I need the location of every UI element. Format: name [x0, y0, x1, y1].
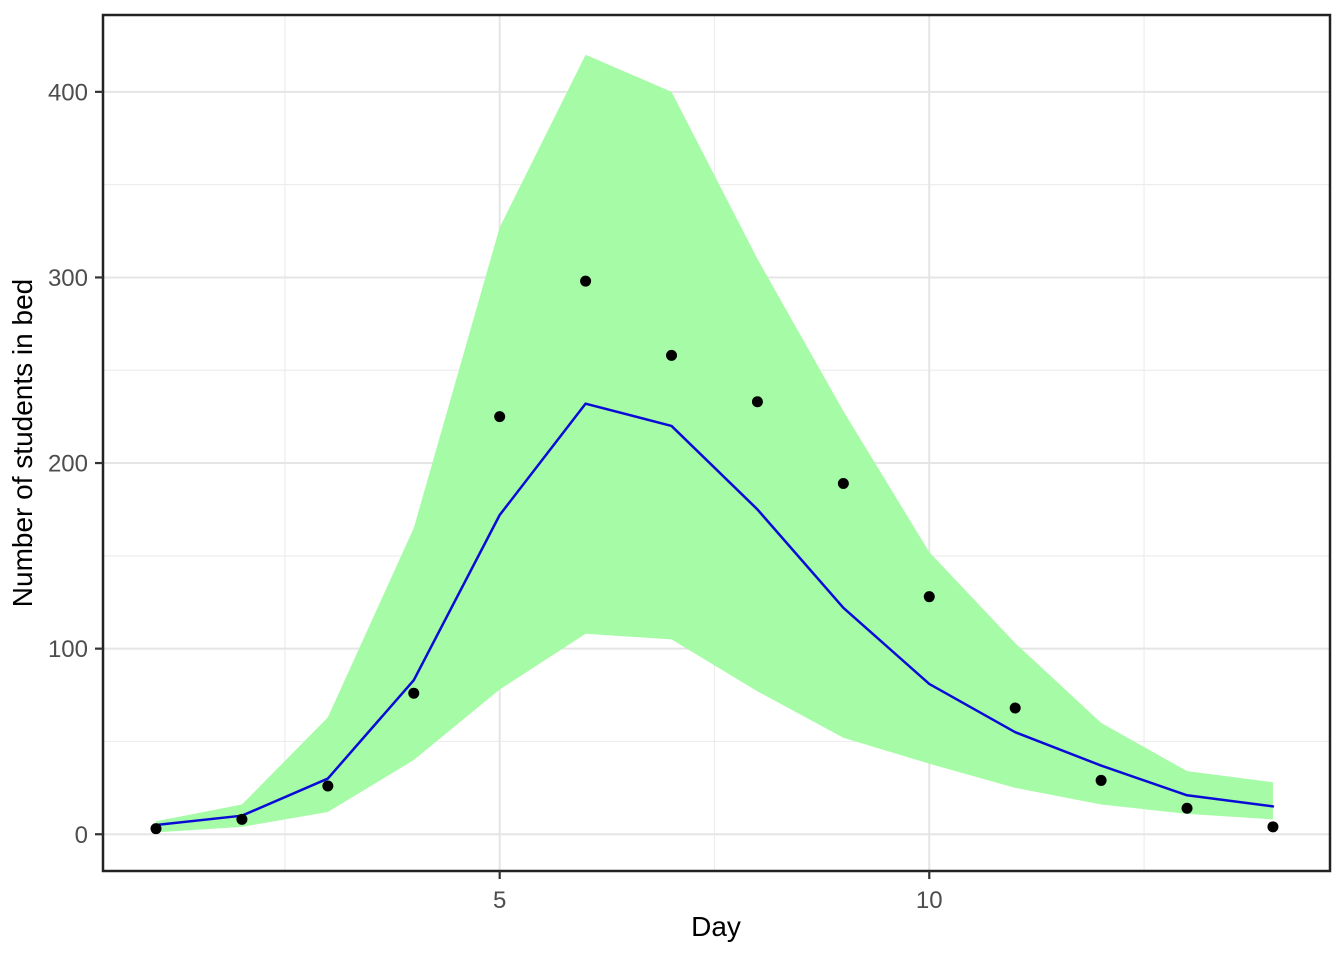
y-tick-label: 0 — [75, 822, 88, 849]
data-point — [751, 396, 763, 408]
data-point — [1095, 774, 1107, 786]
data-point — [494, 411, 506, 423]
model-fit-line — [154, 402, 1275, 827]
y-axis-title: Number of students in bed — [7, 279, 38, 607]
y-tick-label: 300 — [48, 265, 88, 292]
y-tick-label: 400 — [48, 79, 88, 106]
data-point — [322, 780, 334, 792]
observed-points-layer — [150, 275, 1279, 835]
x-axis-title: Day — [691, 911, 741, 942]
axis-tick-marks — [95, 90, 931, 879]
data-point — [666, 349, 678, 361]
data-point — [408, 687, 420, 699]
x-tick-label: 5 — [493, 887, 506, 914]
data-point — [1267, 821, 1279, 833]
data-point — [580, 275, 592, 287]
y-tick-label: 200 — [48, 451, 88, 478]
data-point — [923, 591, 935, 603]
data-point — [1181, 802, 1193, 814]
fit-line-layer — [154, 402, 1275, 827]
data-point — [837, 477, 849, 489]
data-point — [150, 823, 162, 835]
y-tick-label: 100 — [48, 636, 88, 663]
data-point — [236, 813, 248, 825]
x-tick-label: 10 — [916, 887, 943, 914]
data-point — [1009, 702, 1021, 714]
axis-tick-labels: 0 100 200 300 400 5 10 — [48, 79, 943, 914]
panel-border — [101, 13, 1332, 873]
